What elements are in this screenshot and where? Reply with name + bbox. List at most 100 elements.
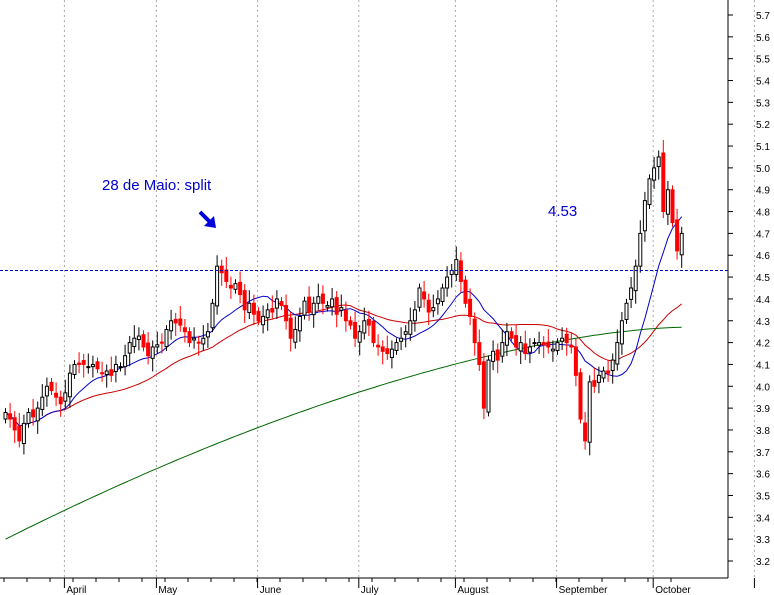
candlestick [201,325,206,351]
candle-body [123,355,128,368]
candle-body [468,298,473,317]
candlestick [146,332,151,365]
candlestick [127,336,132,367]
candle-body [274,298,279,309]
candle-body [518,342,523,352]
candle-body [440,287,445,303]
candle-body [578,372,583,420]
candlestick [417,283,422,312]
candle-body [127,342,132,354]
candlestick [44,377,49,407]
candlestick [514,324,519,356]
candlestick [247,290,252,320]
candlestick [362,307,367,340]
y-tick-label: 3.7 [756,448,770,459]
candlestick [67,364,72,408]
candle-body [136,335,141,341]
y-tick-label: 5.5 [756,55,770,66]
candlestick [8,402,13,428]
candlestick [270,295,275,319]
candle-body [307,296,312,313]
ma-mid-line [5,303,683,427]
candle-body [21,422,26,445]
candle-body [504,331,509,346]
y-tick-label: 3.2 [756,557,770,568]
candle-body [665,189,670,215]
candlestick [385,335,390,361]
candle-body [638,232,643,267]
candle-body [95,361,100,370]
y-tick-label: 5.1 [756,142,770,153]
x-tick-label: April [66,585,86,595]
candle-body [228,284,233,289]
candle-body [569,344,574,348]
candlestick [334,291,339,328]
candlestick [527,338,532,364]
candle-body [63,392,68,402]
candle-body [109,369,114,376]
candlestick [169,309,174,340]
candlestick [86,353,91,374]
candlestick [63,379,68,408]
ma-short-line [5,216,683,427]
candle-body [573,346,578,376]
candlestick [113,355,118,383]
candle-body [141,334,146,348]
candle-body [8,413,13,420]
candle-body [210,302,215,329]
candlestick [26,408,31,428]
y-tick-label: 5.0 [756,164,770,175]
candlestick [219,259,224,286]
y-tick-label: 3.9 [756,404,770,415]
candle-body [279,301,284,306]
candlestick [316,283,321,310]
candle-body [366,318,371,326]
candle-body [178,318,183,326]
candle-body [426,299,431,313]
candle-body [247,302,252,313]
candlestick [509,327,514,343]
candle-body [330,298,335,308]
candle-body [408,320,413,335]
candle-body [445,276,450,289]
candlestick [215,255,220,315]
moving-averages [5,216,683,540]
candlestick [412,301,417,332]
candlestick [302,296,307,320]
candle-body [44,385,49,397]
candle-body [495,349,500,361]
candlestick [77,352,82,374]
candlestick [182,319,187,343]
candlestick [187,327,192,347]
candlestick [665,180,670,226]
candlestick [371,316,376,347]
candlestick [619,312,624,355]
candlestick [679,226,684,268]
candle-body [399,337,404,342]
candlesticks [3,139,684,456]
candle-body [601,370,606,379]
split-annotation: 28 de Maio: split [102,177,212,194]
candlestick [587,375,592,456]
candle-body [454,259,459,275]
candle-body [205,331,210,338]
candle-body [31,409,36,418]
candlestick [555,338,560,355]
candle-body [26,411,31,424]
candlestick [537,331,542,354]
candle-body [334,297,339,315]
y-tick-label: 3.4 [756,513,770,524]
y-tick-label: 4.1 [756,360,770,371]
candle-body [509,331,514,339]
candle-body [560,337,565,342]
candle-body [12,417,17,431]
candle-body [550,348,555,352]
candlestick [541,336,546,358]
candlestick [353,311,358,347]
candle-body [169,320,174,332]
candlestick [100,361,105,382]
candle-body [182,327,187,333]
candle-body [619,320,624,345]
